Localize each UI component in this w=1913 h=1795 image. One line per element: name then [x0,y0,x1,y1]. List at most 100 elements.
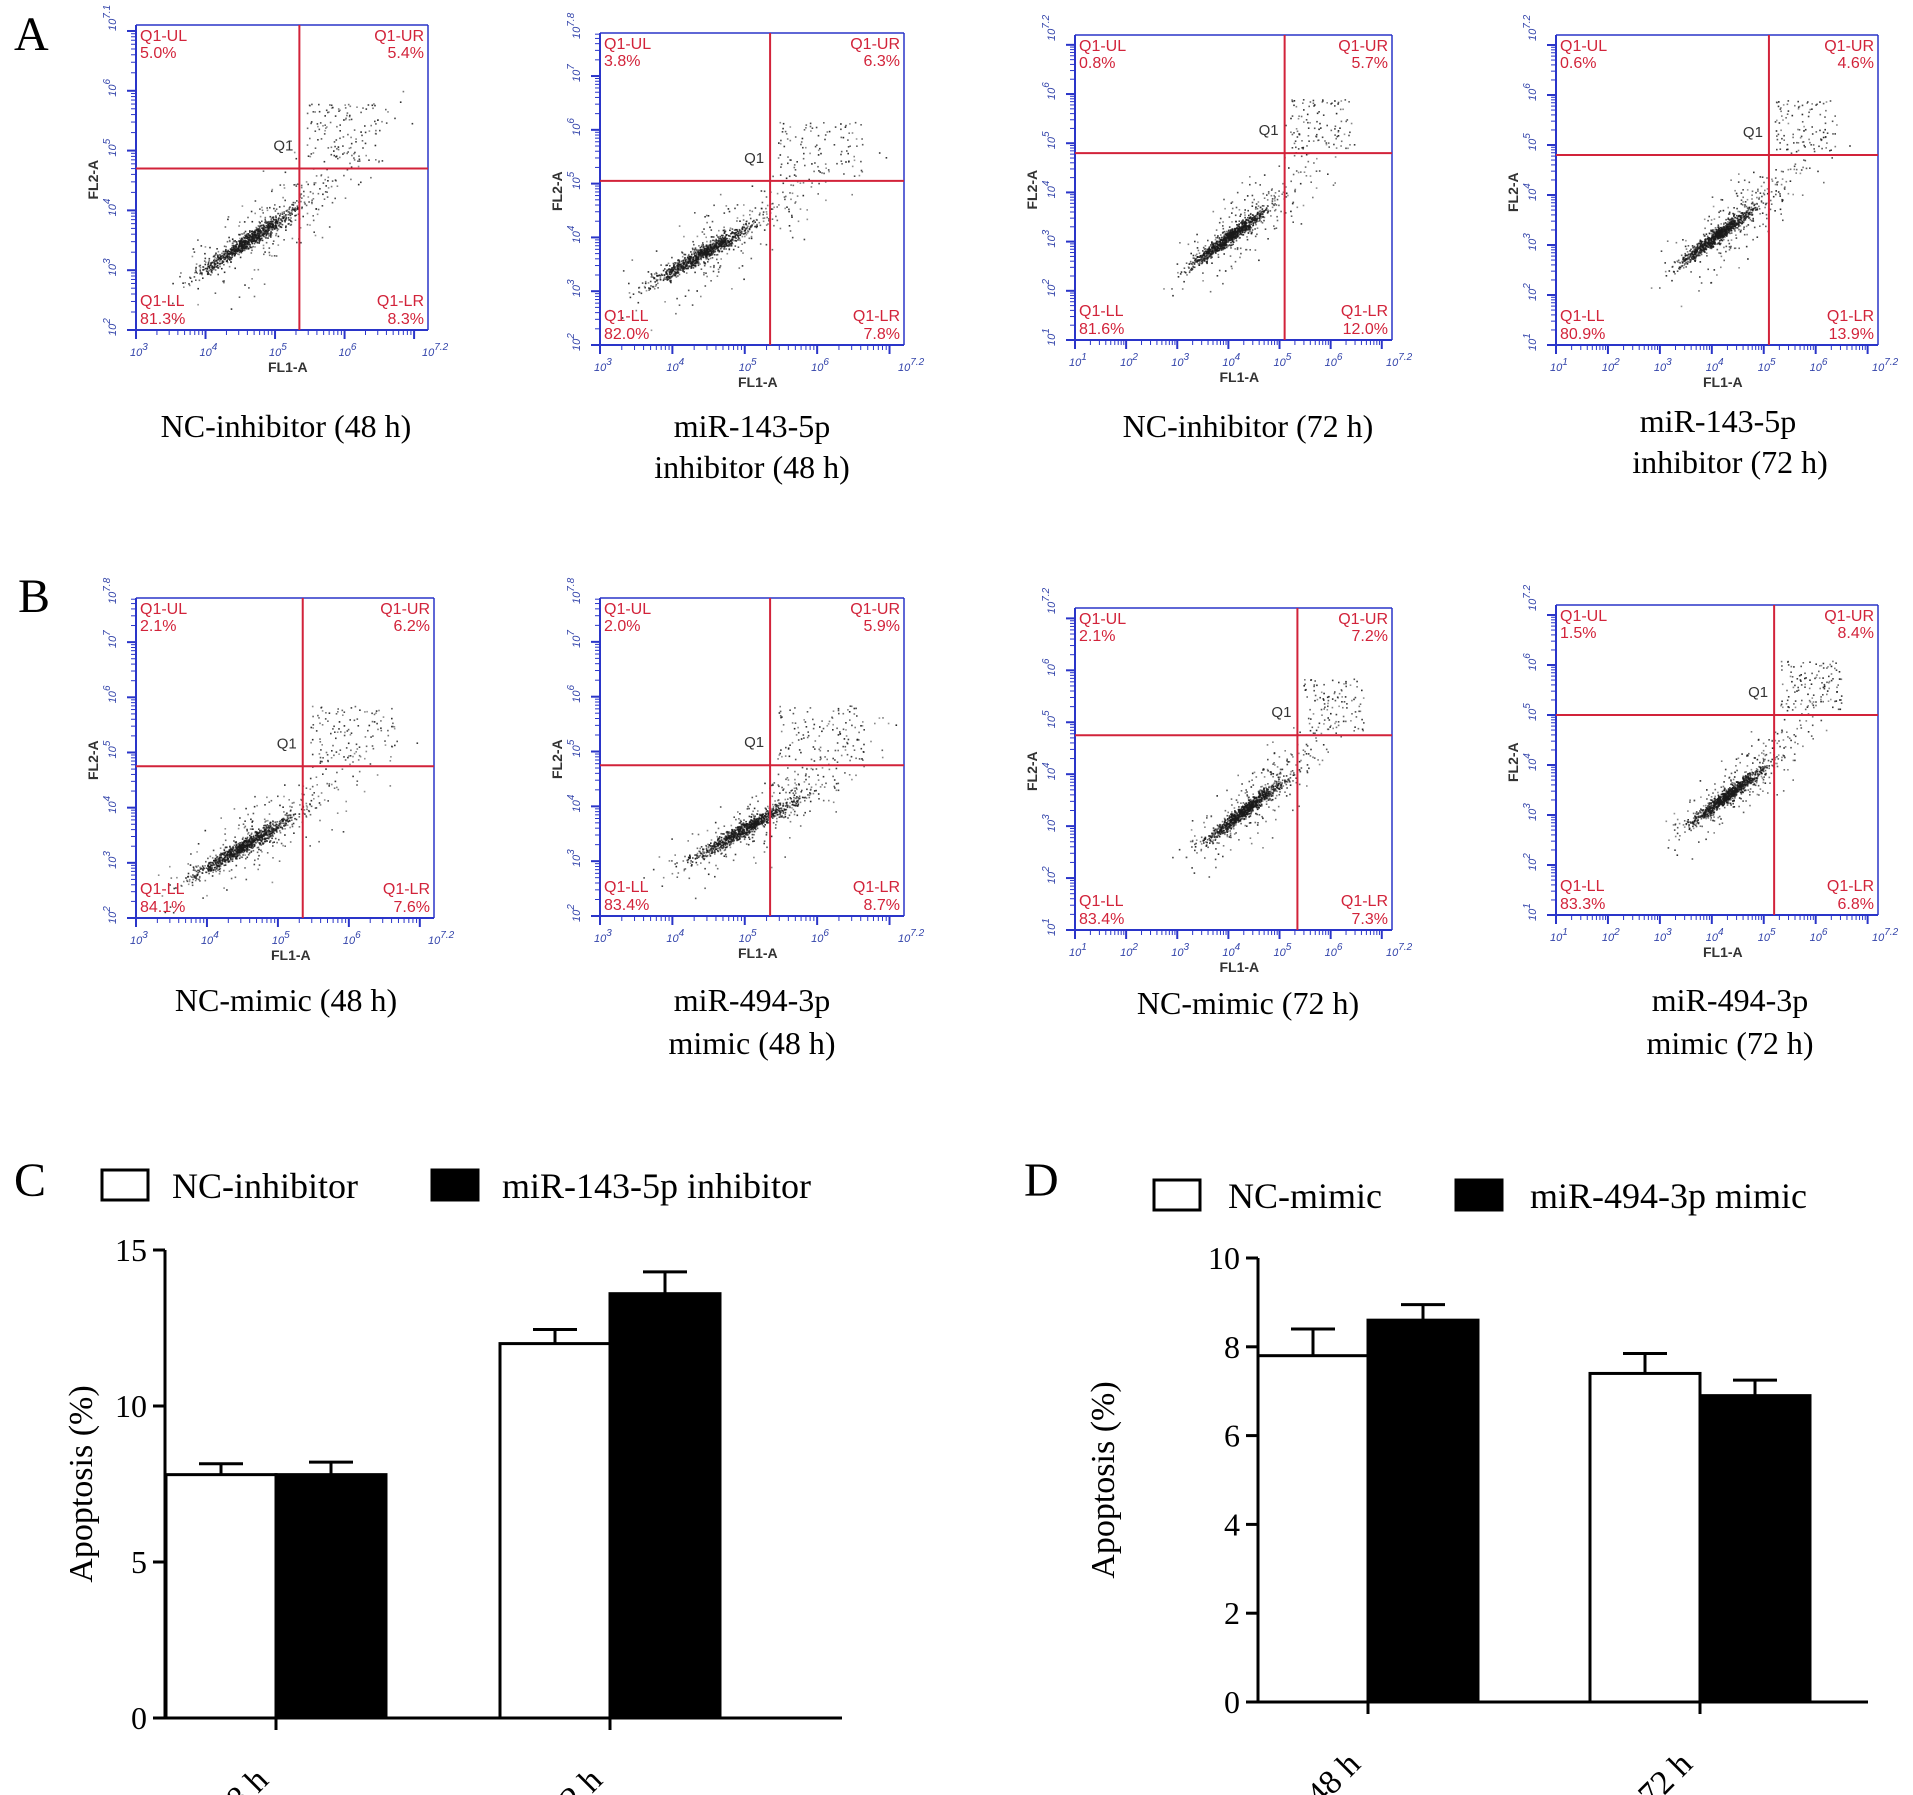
flow-plot-2: 103 104 105 106 107.2102103104105106107107.8… [549,12,925,485]
flow-dot [1231,267,1233,270]
flow-dot [715,241,718,244]
flow-dot [240,247,242,250]
flow-dot [814,162,816,164]
flow-dot [1249,183,1251,186]
flow-dot [222,250,225,253]
flow-dot [313,231,315,233]
flow-dot [724,239,727,241]
flow-dot [1198,259,1201,262]
flow-dot [1230,235,1233,237]
flow-dot [234,267,236,270]
flow-dot [1312,140,1315,142]
flow-dot [350,166,353,168]
flow-dot [1237,232,1240,235]
flow-dot [261,206,263,209]
flow-dot [1729,232,1731,235]
flow-dot [326,126,328,128]
flow-dot [1259,219,1261,221]
flow-dot [788,175,791,178]
flow-dot [263,230,266,233]
flow-dot [317,139,319,141]
flow-dot [659,278,662,281]
flow-dot [243,241,245,243]
flow-dot [728,238,731,240]
flow-dot [1236,247,1239,249]
flow-dot [333,154,336,157]
flow-dot [226,253,228,255]
flow-dot [346,112,349,114]
flow-dot [1224,233,1227,236]
flow-dot [1220,244,1223,246]
flow-dot [678,225,681,227]
flow-dot [1297,148,1300,150]
flow-dot [1771,178,1773,181]
flow-dot [1353,144,1356,146]
flow-dot [1340,140,1343,143]
flow-dot [861,171,864,173]
flow-dot [258,242,260,244]
flow-dot [220,258,222,261]
flow-dot [772,202,774,205]
flow-dot [253,242,256,245]
flow-dot [1299,182,1302,185]
flow-y-tick-label: 107.8 [566,12,583,39]
flow-dot [1267,238,1269,240]
flow-x-tick-label: 106 [1325,352,1343,369]
flow-dot [1240,229,1242,232]
flow-dot [234,249,237,251]
flow-dot [1676,260,1679,262]
flow-dot [326,191,328,193]
flow-dot [1252,218,1255,221]
flow-dot [284,220,286,223]
flow-dot [279,222,282,224]
flow-dot [228,257,231,259]
flow-dot [860,160,862,163]
flow-dot [325,127,327,129]
flow-dot [1834,133,1836,135]
flow-dot [210,264,212,267]
flow-dot [741,235,744,238]
flow-dot [228,256,231,258]
flow-dot [1246,195,1249,197]
flow-dot [721,250,724,253]
flow-dot [786,138,789,140]
flow-dot [698,249,700,251]
flow-dot [1777,133,1780,136]
flow-dot [1333,143,1335,146]
flow-dot [696,254,699,257]
flow-dot [259,225,262,227]
flow-dot [199,269,201,271]
flow-dot [246,233,248,235]
flow-dot [1762,223,1764,226]
flow-dot [1196,256,1199,259]
flow-dot [878,152,881,154]
flow-dot [691,261,693,263]
flow-dot [316,123,319,125]
flow-dot [1239,256,1241,259]
flow-dot [184,282,186,284]
flow-dot [745,223,747,226]
flow-dot [656,279,659,281]
flow-dot [1260,217,1263,219]
flow-dot [212,261,215,263]
flow-dot [670,273,672,276]
flow-dot [1192,257,1195,259]
flow-dot [1720,223,1722,225]
flow-dot [204,263,207,266]
flow-dot [312,215,314,217]
flow-dot [621,317,624,319]
flow-dot [1256,227,1259,229]
flow-dot [1247,209,1249,212]
flow-dot [1201,260,1203,262]
flow-dot [1307,121,1309,124]
flow-dot [1243,211,1246,214]
flow-dot [1195,259,1198,262]
flow-dot [1308,140,1310,142]
flow-dot [670,279,672,282]
flow-dot [718,243,721,245]
flow-dot [1236,230,1239,232]
flow-dot [231,244,234,247]
flow-dot [323,160,326,163]
flow-dot [727,208,730,210]
flow-dot [676,270,679,272]
